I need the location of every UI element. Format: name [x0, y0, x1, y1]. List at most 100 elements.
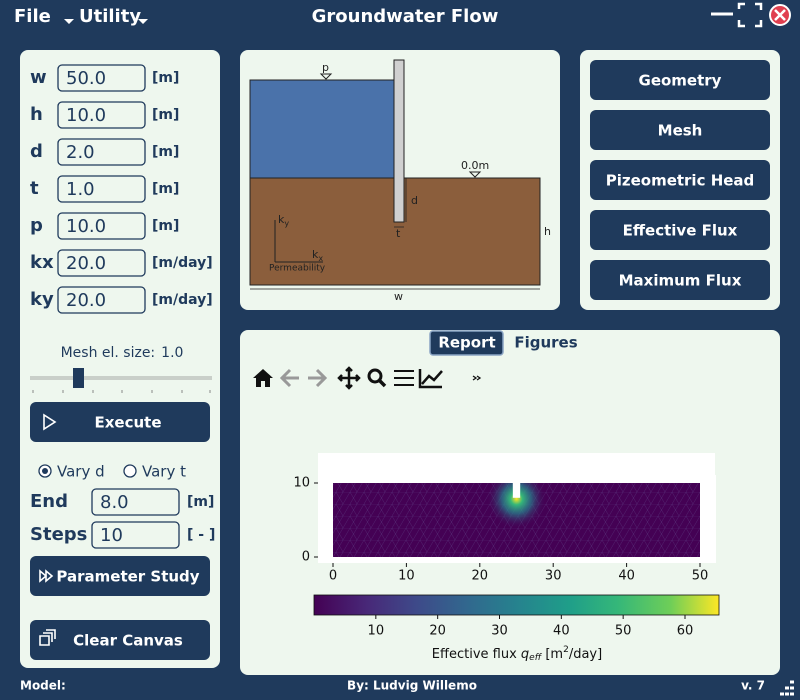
colorbar-label-part: Effective flux: [432, 647, 521, 662]
permeability-axes: [274, 220, 323, 263]
clear-canvas-button-label: Clear Canvas: [73, 632, 183, 650]
action-button-label: Pizeometric Head: [606, 172, 755, 190]
y-tick-label: 0: [302, 550, 310, 565]
study-unit: [ - ]: [187, 527, 215, 543]
radio-label: Vary d: [57, 463, 105, 481]
back-icon[interactable]: [279, 368, 299, 388]
x-tick-label: 20: [472, 569, 489, 584]
input-field[interactable]: [57, 138, 146, 166]
input-value: 1.0: [66, 179, 95, 200]
input-value: 10.0: [66, 216, 106, 237]
mesh-top-mask: [318, 453, 715, 483]
dimension-lines: [250, 178, 541, 290]
surface-label: 0.0m: [461, 159, 489, 172]
forward-icon[interactable]: [308, 368, 328, 388]
menu-item: File: [14, 6, 51, 27]
input-unit: [m]: [152, 70, 179, 86]
radio-dot: [42, 468, 48, 474]
parameter-study-button-icon: [39, 569, 54, 583]
h-label: h: [544, 225, 551, 238]
input-field[interactable]: [57, 101, 146, 129]
input-unit: [m]: [152, 144, 179, 160]
axes-icon[interactable]: [418, 369, 443, 389]
input-label: d: [30, 141, 43, 162]
input-field[interactable]: [57, 249, 146, 277]
clear-canvas-button[interactable]: Clear Canvas: [30, 620, 210, 660]
action-button-bg: [590, 160, 770, 200]
action-button[interactable]: Maximum Flux: [590, 260, 770, 300]
parameter-study-button[interactable]: Parameter Study: [30, 556, 210, 596]
radio-label: Vary t: [142, 463, 186, 481]
input-field[interactable]: [57, 64, 146, 92]
study-unit: [m]: [187, 494, 214, 510]
execute-button-icon: [43, 413, 57, 431]
input-value: 20.0: [66, 253, 106, 274]
colorbar-tick-label: 20: [429, 624, 446, 639]
x-tick-label: 10: [398, 569, 415, 584]
zoom-icon[interactable]: [367, 368, 383, 384]
action-button-label: Mesh: [658, 122, 703, 140]
permeability-axis-label: ky: [278, 213, 289, 228]
y-tick-label: 10: [293, 476, 310, 491]
input-value: 2.0: [66, 142, 95, 163]
study-value: 10: [100, 525, 123, 546]
permeability-label: Permeability: [269, 264, 326, 274]
input-field[interactable]: [57, 175, 146, 203]
footer-model: Model:: [20, 679, 66, 693]
radio-button[interactable]: [123, 464, 137, 478]
input-field[interactable]: [57, 286, 146, 314]
resize-grip[interactable]: [780, 680, 794, 696]
k-symbol: k: [312, 248, 319, 261]
action-button-label: Geometry: [639, 72, 722, 90]
parameter-study-button-bg: [30, 556, 210, 596]
pan-icon[interactable]: [337, 366, 361, 390]
input-field[interactable]: [91, 521, 180, 549]
action-button-label: Effective Flux: [623, 222, 738, 240]
input-label: p: [30, 215, 43, 236]
input-unit: [m]: [152, 181, 179, 197]
k-subscript: y: [284, 219, 289, 228]
geometry-diagram: [249, 59, 541, 290]
close-icon: [774, 9, 786, 21]
colorbar-tick-label: 50: [615, 624, 632, 639]
t-label: t: [396, 227, 401, 240]
wall-gap: [512, 483, 521, 498]
colorbar-label-part: eff: [529, 653, 543, 663]
flux-hotspot: [486, 468, 547, 529]
menu-item: Utility: [79, 6, 141, 27]
action-button-bg: [590, 260, 770, 300]
colorbar-label-part: /day]: [569, 647, 602, 662]
input-field[interactable]: [57, 212, 146, 240]
footer-version: v. 7: [741, 679, 765, 693]
action-button[interactable]: Mesh: [590, 110, 770, 150]
water: [249, 79, 396, 179]
action-button[interactable]: Pizeometric Head: [590, 160, 770, 200]
action-button[interactable]: Geometry: [590, 60, 770, 100]
d-label: d: [411, 194, 418, 207]
execute-button[interactable]: Execute: [30, 402, 210, 442]
tab-active[interactable]: [429, 330, 504, 356]
maximize-icon[interactable]: [737, 2, 763, 28]
home-icon[interactable]: [253, 369, 273, 387]
plot-toolbar: [253, 366, 482, 390]
action-button[interactable]: Effective Flux: [590, 210, 770, 250]
tab: Report: [438, 334, 495, 352]
input-label: w: [30, 67, 47, 88]
mesh-size-text: 1.0: [161, 345, 183, 361]
colorbar-label-part: q: [521, 647, 529, 662]
parameter-study-button-label: Parameter Study: [56, 568, 199, 586]
x-tick-label: 0: [329, 569, 337, 584]
input-unit: [m]: [152, 218, 179, 234]
more-icon[interactable]: [472, 375, 482, 381]
footer-author: By: Ludvig Willemo: [347, 679, 477, 693]
slider-handle[interactable]: [73, 368, 84, 388]
study-label: End: [30, 491, 68, 512]
configure-icon[interactable]: [394, 370, 414, 386]
permeability-axis-label: kx: [312, 248, 323, 263]
colorbar-label-part: 2: [563, 645, 569, 655]
input-field[interactable]: [91, 488, 180, 516]
window-title: Groundwater Flow: [312, 6, 499, 27]
study-label: Steps: [30, 524, 87, 545]
action-button-label: Maximum Flux: [619, 272, 742, 290]
